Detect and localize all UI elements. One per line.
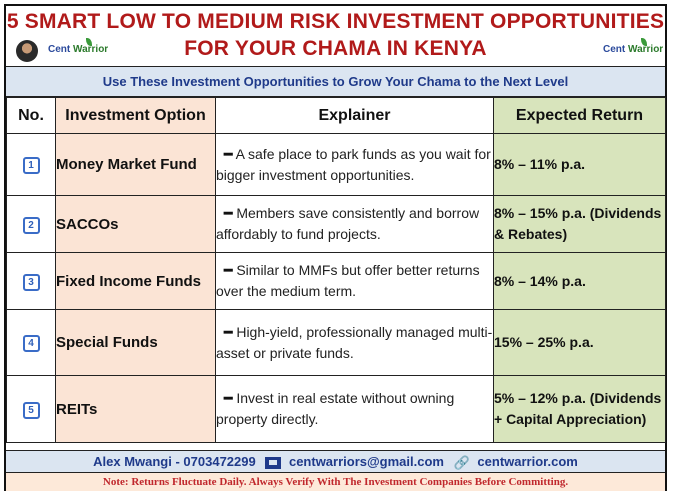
- logo-text-warrior: Warrior: [628, 44, 664, 55]
- explainer-cell: ━ A safe place to park funds as you wait…: [215, 133, 494, 196]
- contact-bar: Alex Mwangi - 0703472299 centwarriors@gm…: [6, 450, 665, 472]
- header-no: No.: [6, 97, 56, 134]
- option-cell: REITs: [55, 375, 216, 443]
- number-box-icon: 5: [22, 401, 40, 419]
- cent-warrior-logo-right: Cent Warrior: [603, 38, 664, 55]
- return-cell: 5% – 12% p.a. (Dividends + Capital Appre…: [493, 375, 666, 443]
- explainer-cell: ━ High-yield, professionally managed mul…: [215, 309, 494, 376]
- cent-warrior-logo-left: Cent Warrior: [48, 38, 109, 55]
- return-cell: 8% – 11% p.a.: [493, 133, 666, 196]
- header-explainer: Explainer: [215, 97, 494, 134]
- explainer-text: Similar to MMFs but offer better returns…: [216, 262, 480, 299]
- explainer-text: High-yield, professionally managed multi…: [216, 323, 493, 361]
- dash-icon: ━: [224, 205, 233, 221]
- table-row: 1 Money Market Fund ━ A safe place to pa…: [6, 133, 666, 196]
- dash-icon: ━: [224, 323, 233, 340]
- dash-icon: ━: [224, 262, 233, 278]
- link-icon: 🔗: [453, 455, 470, 471]
- return-cell: 8% – 15% p.a. (Dividends & Rebates): [493, 195, 666, 253]
- table-row: 3 Fixed Income Funds ━ Similar to MMFs b…: [6, 252, 666, 310]
- header-investment-option: Investment Option: [55, 97, 216, 134]
- explainer-text: A safe place to park funds as you wait f…: [216, 145, 491, 183]
- number-box-icon: 1: [22, 157, 40, 174]
- return-cell: 8% – 14% p.a.: [493, 252, 666, 310]
- number-box-icon: 4: [22, 335, 40, 352]
- option-cell: Special Funds: [55, 309, 216, 376]
- explainer-text: Members save consistently and borrow aff…: [216, 205, 480, 242]
- contact-email[interactable]: centwarriors@gmail.com: [288, 454, 444, 469]
- header-expected-return: Expected Return: [493, 97, 666, 134]
- logo-text-cent: Cent: [603, 44, 628, 55]
- number-box-icon: 2: [22, 216, 40, 234]
- subtitle-banner: Use These Investment Opportunities to Gr…: [6, 66, 665, 97]
- header: 5 SMART LOW TO MEDIUM RISK INVESTMENT OP…: [6, 6, 665, 66]
- title-line-1: 5 SMART LOW TO MEDIUM RISK INVESTMENT OP…: [6, 10, 665, 33]
- number-box-icon: 3: [22, 273, 40, 291]
- leaf-icon: [641, 38, 647, 46]
- table-row: 5 REITs ━ Invest in real estate without …: [6, 375, 666, 443]
- dash-icon: ━: [224, 390, 233, 406]
- logo-text-warrior: Warrior: [73, 44, 109, 55]
- table-row: 4 Special Funds ━ High-yield, profession…: [6, 309, 666, 376]
- table-header-row: No. Investment Option Explainer Expected…: [6, 97, 666, 134]
- infographic-frame: 5 SMART LOW TO MEDIUM RISK INVESTMENT OP…: [4, 4, 667, 491]
- title-line-2: FOR YOUR CHAMA IN KENYA: [184, 37, 487, 60]
- explainer-cell: ━ Invest in real estate without owning p…: [215, 375, 494, 443]
- mail-icon: [265, 456, 282, 469]
- option-cell: SACCOs: [55, 195, 216, 253]
- logo-text-cent: Cent: [48, 44, 73, 55]
- explainer-cell: ━ Similar to MMFs but offer better retur…: [215, 252, 494, 310]
- contact-name-phone: Alex Mwangi - 0703472299: [93, 454, 256, 469]
- explainer-text: Invest in real estate without owning pro…: [216, 390, 455, 427]
- investment-table: No. Investment Option Explainer Expected…: [6, 97, 666, 443]
- contact-website[interactable]: centwarrior.com: [477, 454, 578, 469]
- return-cell: 15% – 25% p.a.: [493, 309, 666, 376]
- disclaimer-note: Note: Returns Fluctuate Daily. Always Ve…: [6, 472, 665, 491]
- leaf-icon: [86, 38, 92, 46]
- dash-icon: ━: [224, 145, 233, 162]
- table-row: 2 SACCOs ━ Members save consistently and…: [6, 195, 666, 253]
- author-avatar: [16, 40, 38, 62]
- explainer-cell: ━ Members save consistently and borrow a…: [215, 195, 494, 253]
- option-cell: Money Market Fund: [55, 133, 216, 196]
- option-cell: Fixed Income Funds: [55, 252, 216, 310]
